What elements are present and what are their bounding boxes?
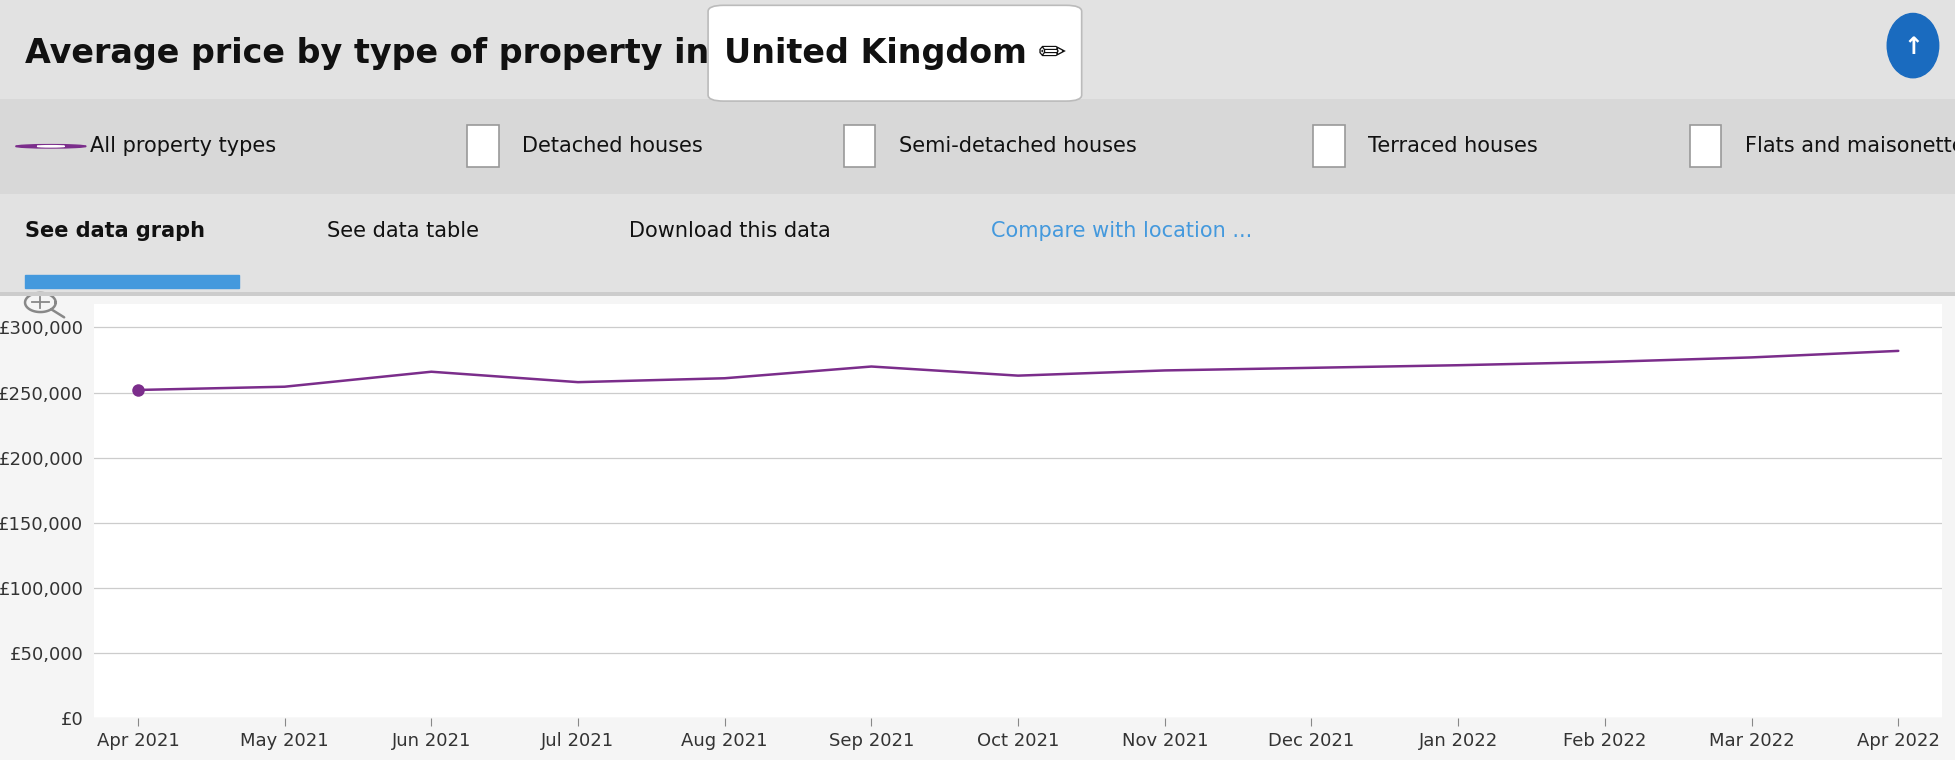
Text: Compare with location ...: Compare with location ... <box>991 221 1251 242</box>
Text: ↑: ↑ <box>1902 35 1922 59</box>
Text: See data graph: See data graph <box>25 221 205 242</box>
FancyBboxPatch shape <box>467 125 499 167</box>
Text: United Kingdom ✏: United Kingdom ✏ <box>723 36 1065 70</box>
Bar <box>25 275 239 288</box>
FancyBboxPatch shape <box>1689 125 1720 167</box>
FancyBboxPatch shape <box>1312 125 1345 167</box>
Text: Terraced houses: Terraced houses <box>1367 136 1537 157</box>
Circle shape <box>1887 14 1937 78</box>
Text: Flats and maisonettes: Flats and maisonettes <box>1744 136 1955 157</box>
Circle shape <box>37 146 65 147</box>
Text: All property types: All property types <box>90 136 276 157</box>
Text: Semi-detached houses: Semi-detached houses <box>899 136 1136 157</box>
FancyBboxPatch shape <box>845 125 876 167</box>
Text: Detached houses: Detached houses <box>522 136 702 157</box>
Text: See data table: See data table <box>326 221 479 242</box>
Text: Average price by type of property in: Average price by type of property in <box>25 36 721 70</box>
Text: Download this data: Download this data <box>628 221 831 242</box>
Circle shape <box>16 144 86 148</box>
